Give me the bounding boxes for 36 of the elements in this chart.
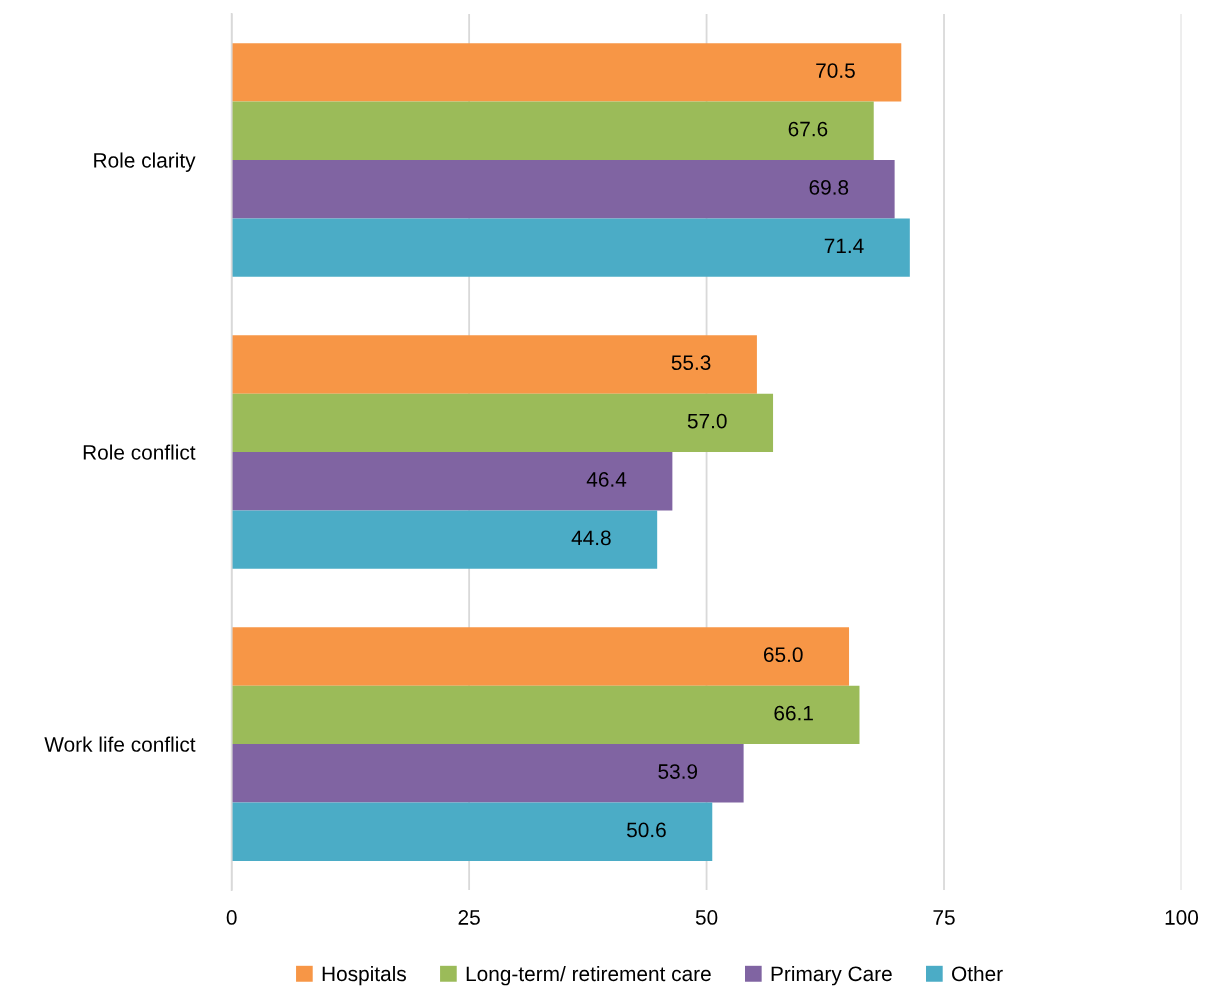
- x-tick-label: 25: [458, 910, 480, 925]
- data-label: 67.6: [788, 121, 828, 137]
- y-tick-label: Role conflict: [83, 444, 196, 460]
- bar: [231, 452, 673, 511]
- data-label: 46.4: [586, 472, 627, 487]
- x-tick-label: 75: [933, 910, 955, 925]
- data-label: 69.8: [809, 180, 849, 195]
- legend-label: Long-term/ retirement care: [466, 965, 711, 986]
- data-label: 66.1: [774, 705, 813, 721]
- data-label: 53.9: [658, 764, 698, 779]
- bar: [231, 335, 757, 394]
- x-tick-label: 100: [1165, 910, 1199, 925]
- data-label: 71.4: [824, 238, 864, 254]
- y-tick-label: Work life conflict: [44, 736, 196, 752]
- bar: [231, 101, 874, 161]
- data-label: 50.6: [626, 822, 666, 838]
- data-label: 55.3: [671, 355, 711, 371]
- bar: [231, 218, 910, 277]
- legend-label: Other: [952, 965, 1003, 982]
- data-label: 44.8: [571, 530, 611, 546]
- bar: [231, 510, 658, 569]
- bar: [231, 802, 713, 861]
- bar: [231, 43, 902, 102]
- bar: [231, 685, 860, 745]
- x-tick-label: 0: [226, 910, 237, 925]
- data-label: 57.0: [687, 413, 727, 429]
- legend-label: Primary Care: [771, 965, 892, 986]
- bar: [231, 627, 850, 686]
- bar: [231, 393, 774, 453]
- bar: [231, 160, 895, 219]
- y-tick-label: Role clarity: [94, 152, 196, 172]
- x-tick-label: 50: [695, 910, 718, 925]
- bar: [231, 744, 744, 803]
- legend-label: Hospitals: [322, 965, 406, 986]
- data-label: 70.5: [816, 63, 855, 78]
- data-label: 65.0: [763, 647, 803, 663]
